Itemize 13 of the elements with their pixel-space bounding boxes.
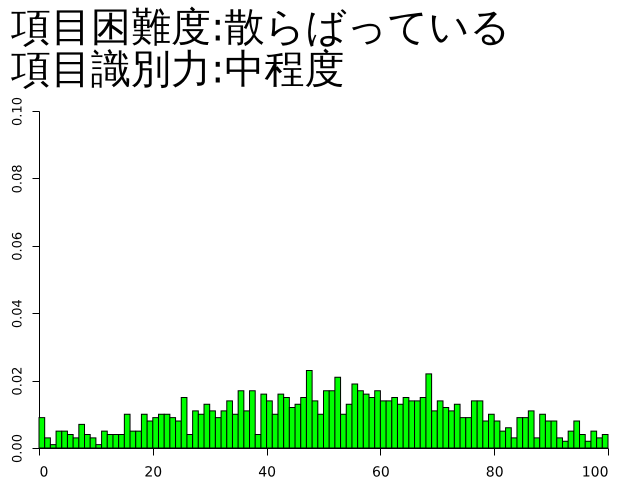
x-tick-label: 20: [144, 464, 162, 480]
x-tick-label: 80: [486, 464, 504, 480]
x-tick-label: 40: [258, 464, 276, 480]
x-tick-label: 0: [40, 464, 48, 480]
y-tick-label: 0.00: [10, 434, 26, 463]
y-tick-label: 0.02: [10, 366, 26, 396]
x-tick-label: 60: [372, 464, 390, 480]
y-tick-label: 0.06: [10, 232, 26, 261]
y-tick-label: 0.04: [10, 299, 26, 328]
x-tick-label: 100: [582, 464, 608, 480]
y-tick-label: 0.10: [10, 97, 26, 126]
y-tick-label: 0.08: [10, 164, 26, 194]
text: 項目識別力:中程度: [11, 46, 344, 93]
